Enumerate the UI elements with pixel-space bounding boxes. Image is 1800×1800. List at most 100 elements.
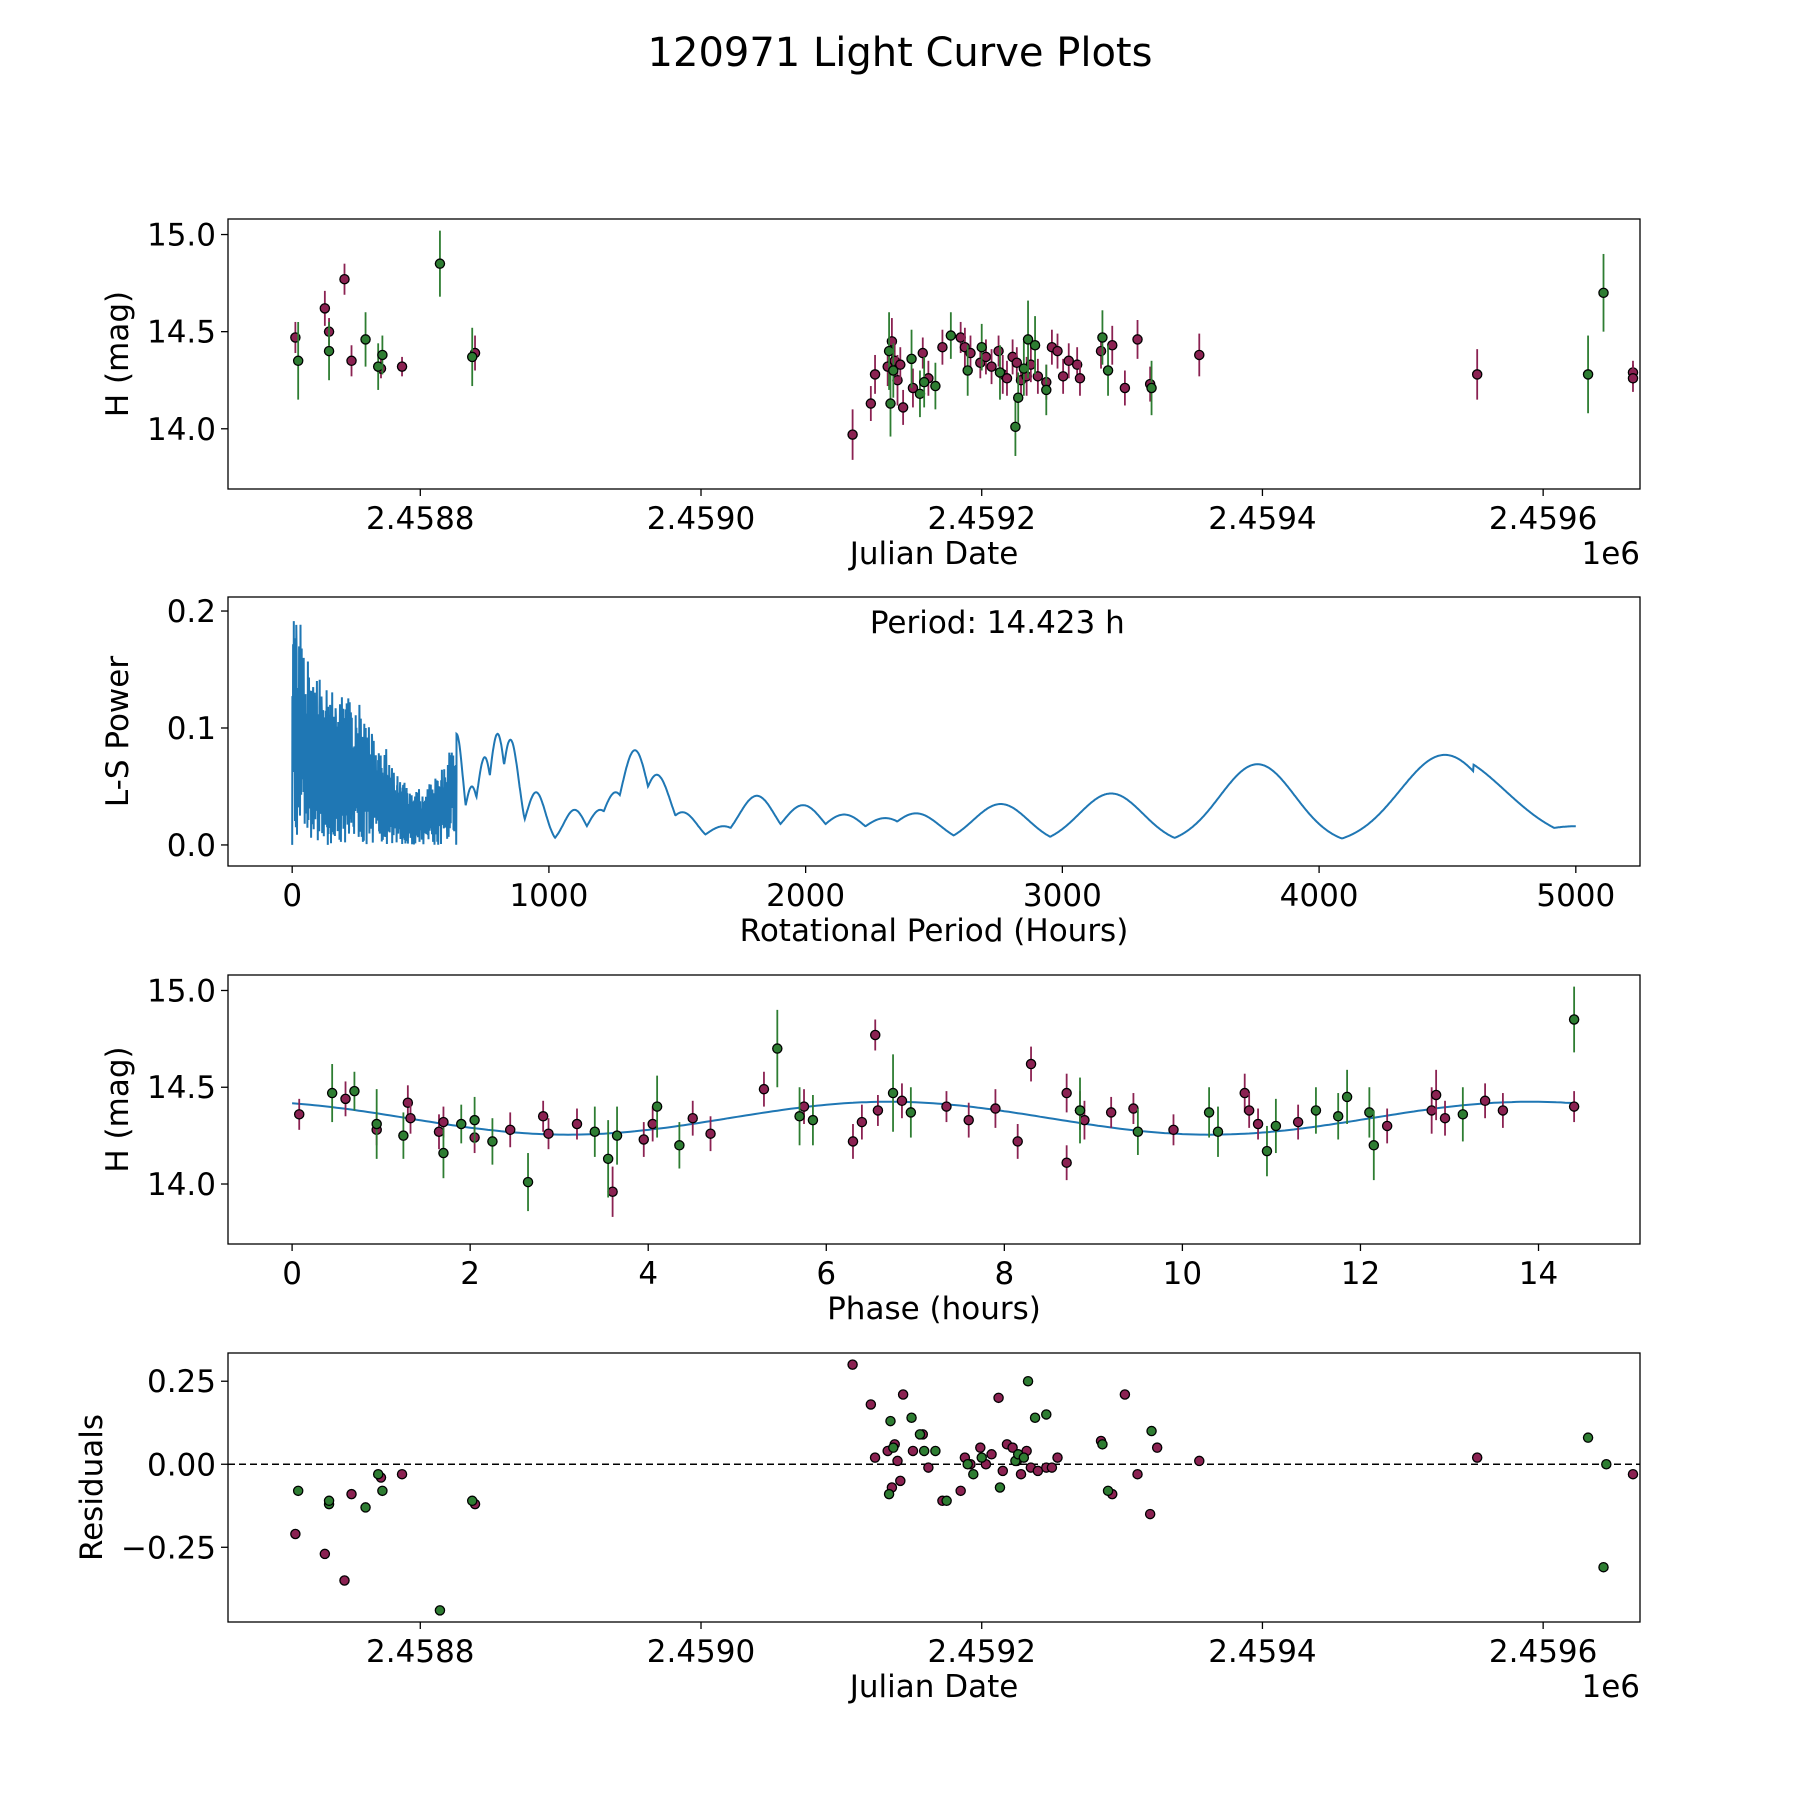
lightcurve-point-green [466,351,478,363]
phased-point-green [772,1043,783,1054]
periodogram-y-axis-label: L-S Power [100,656,136,807]
phased-point-green [1457,1109,1469,1120]
phased-point-maroon [1168,1124,1179,1136]
residuals-point-green [292,1485,304,1497]
residuals-point-green [941,1495,952,1507]
lightcurve-point-green [434,258,446,269]
phased-point-green [1212,1126,1224,1138]
lightcurve-point-green [323,345,335,357]
lightcurve-point-maroon [1627,373,1639,384]
residuals-point-green [1041,1409,1052,1420]
periodogram-x-tick-label: 3000 [1023,878,1102,914]
residuals-frame [227,1352,1641,1623]
phased-point-green [602,1153,614,1165]
lightcurve-point-maroon [869,369,881,380]
phased-marks [292,986,1580,1217]
phased-point-maroon [798,1101,810,1112]
residuals-marks [228,1359,1640,1616]
periodogram-x-tick-label: 4000 [1280,878,1359,914]
phased-point-maroon [869,1029,881,1041]
phased-point-maroon [1128,1103,1139,1114]
residuals-point-green [914,1429,926,1440]
phased-point-maroon [847,1136,859,1147]
lightcurve-point-maroon [396,361,408,372]
lightcurve-point-maroon [339,273,350,285]
residuals-point-maroon [396,1468,408,1480]
lightcurve-y-axis-label: H (mag) [100,291,136,417]
residuals-x-tick-label: 2.4588 [366,1634,474,1670]
phased-point-green [371,1118,382,1130]
phased-point-green [1341,1091,1353,1103]
phased-y-tick-label: 15.0 [147,973,216,1009]
phased-point-green [651,1101,663,1112]
lightcurve-point-maroon [917,347,929,359]
lightcurve-y-tick-label: 14.0 [147,412,216,448]
phased-plot-area: 0 2 4 6 8 10 12 14 14.0 14.5 15.0 [147,973,1641,1292]
residuals-panel: 2.4588 2.4590 2.4592 2.4594 2.4596 −0.25 0.00 0… [74,1352,1641,1705]
lightcurve-y-tick-label: 15.0 [147,218,216,254]
lightcurve-point-green [1582,369,1594,380]
residuals-point-green [1018,1452,1030,1463]
periodogram-x-tick-label: 0 [282,878,302,914]
lightcurve-point-maroon [1001,373,1013,384]
phased-point-maroon [872,1105,884,1116]
lightcurve-point-green [360,334,371,345]
lightcurve-point-green [883,345,895,357]
phased-point-maroon [543,1128,554,1139]
residuals-point-green [888,1442,899,1453]
phased-point-maroon [705,1128,716,1139]
residuals-point-maroon [997,1465,1009,1477]
phased-point-maroon [856,1116,868,1128]
lightcurve-point-maroon [1057,371,1069,382]
residuals-point-maroon [907,1445,919,1457]
residuals-point-maroon [1046,1462,1058,1473]
lightcurve-point-green [1041,384,1052,396]
phased-point-maroon [638,1134,650,1145]
lightcurve-point-maroon [847,429,858,440]
lightcurve-point-green [1018,363,1030,374]
phased-panel: 0 2 4 6 8 10 12 14 14.0 14.5 15.0 Phase (hours) H … [100,973,1641,1327]
lightcurve-point-green [888,365,899,376]
lightcurve-point-maroon [955,332,966,343]
phased-point-green [1132,1126,1144,1138]
phased-point-green [611,1130,623,1141]
phased-point-maroon [1061,1157,1072,1168]
phased-point-maroon [405,1112,416,1124]
residuals-y-tick-label: 0.00 [147,1447,216,1483]
lightcurve-frame [227,218,1641,490]
lightcurve-point-maroon [1194,349,1205,361]
residuals-point-green [883,1488,895,1500]
lightcurve-point-maroon [1063,355,1074,367]
residuals-point-maroon [955,1485,966,1497]
periodogram-x-tick-label: 2000 [766,878,845,914]
residuals-x-tick-label: 2.4596 [1489,1634,1597,1670]
phased-x-tick-label: 12 [1341,1256,1380,1292]
phased-point-maroon [537,1111,549,1122]
residuals-point-maroon [319,1548,331,1560]
lightcurve-point-green [1102,365,1114,376]
phased-point-green [1203,1107,1215,1118]
residuals-point-maroon [975,1442,986,1453]
phased-point-green [326,1087,338,1099]
phased-point-maroon [340,1093,351,1105]
residuals-point-maroon [1052,1452,1063,1463]
lightcurve-plot-area: 2.4588 2.4590 2.4592 2.4594 2.4596 14.0 14.5 15… [147,218,1641,537]
phased-point-green [1074,1105,1086,1116]
lightcurve-point-maroon [1119,382,1131,394]
periodogram-x-tick-label: 1000 [509,878,588,914]
lightcurve-point-green [914,388,926,400]
lightcurve-point-green [377,349,388,361]
lightcurve-point-green [918,376,930,388]
lightcurve-point-green [292,355,304,367]
residuals-point-maroon [1119,1389,1131,1400]
residuals-point-maroon [1132,1468,1143,1480]
phased-point-green [438,1147,449,1159]
residuals-point-green [1146,1425,1157,1437]
periodogram-y-tick-label: 0.2 [167,594,216,630]
phased-point-maroon [990,1103,1001,1114]
residuals-point-maroon [1627,1468,1639,1480]
phased-point-green [589,1126,601,1138]
lightcurve-panel: 2.4588 2.4590 2.4592 2.4594 2.4596 14.0 14.5 15… [100,218,1641,572]
